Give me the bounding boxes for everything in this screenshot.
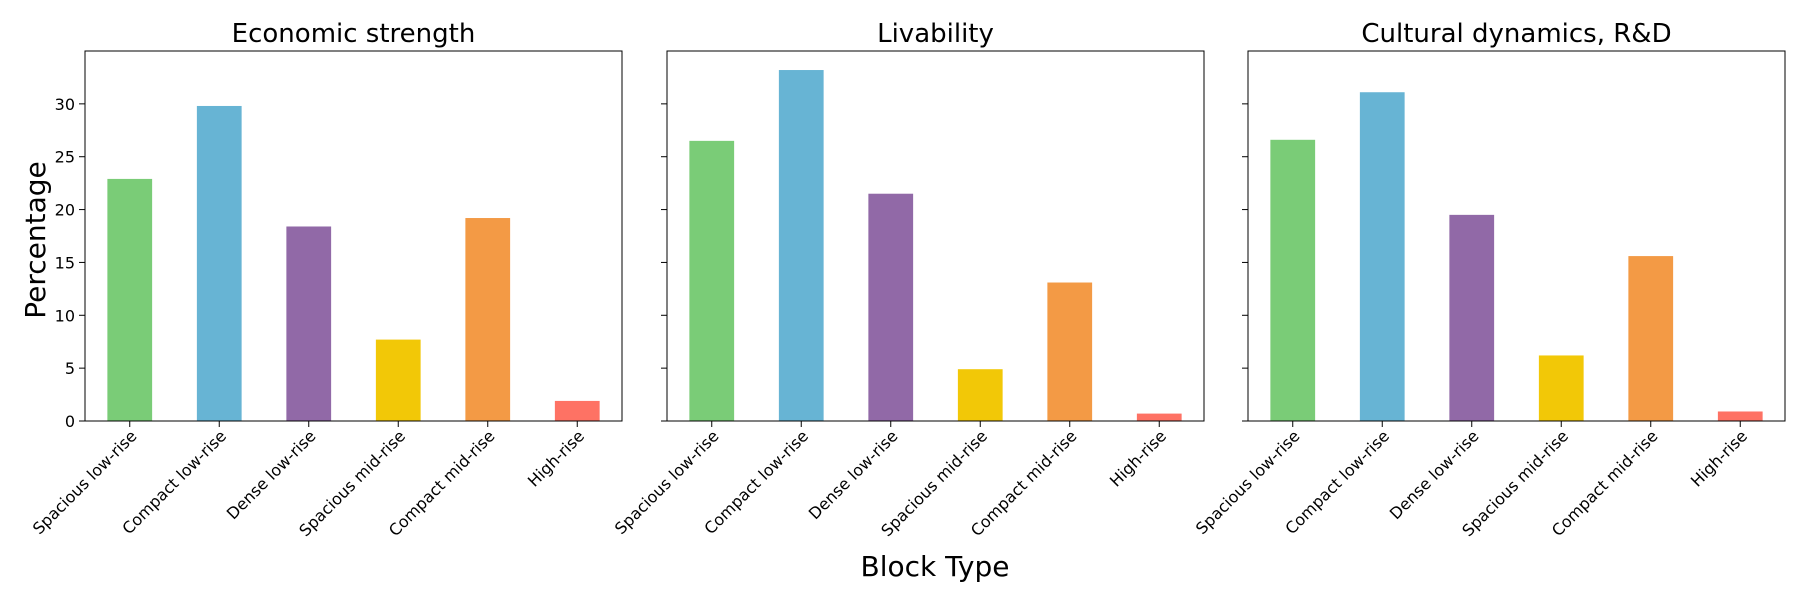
y-tick-label: 15 — [55, 253, 75, 272]
bar — [1359, 92, 1405, 421]
y-tick-label: 30 — [55, 95, 75, 114]
panel-title: Livability — [877, 19, 994, 49]
plot-frame — [84, 50, 623, 422]
bar — [1270, 139, 1316, 422]
bar — [554, 400, 600, 421]
bar — [1717, 411, 1763, 421]
y-tick-label: 25 — [55, 148, 75, 167]
x-tick-label: High-rise — [1687, 426, 1751, 490]
y-tick-label: 0 — [65, 412, 75, 431]
bar — [1047, 282, 1093, 421]
bar — [1628, 256, 1674, 421]
bar — [465, 218, 511, 421]
plot-frame — [666, 50, 1205, 422]
bar — [868, 193, 914, 421]
bar — [1136, 413, 1182, 421]
bar — [196, 105, 242, 421]
y-axis-title: Percentage — [19, 161, 52, 319]
bar — [689, 140, 735, 421]
y-tick-label: 20 — [55, 201, 75, 220]
plot-frame — [1247, 50, 1786, 422]
bar — [1449, 214, 1495, 421]
x-tick-label: Dense low-rise — [1386, 426, 1483, 523]
y-tick-label: 10 — [55, 306, 75, 325]
bar — [778, 70, 824, 422]
panel-title: Economic strength — [232, 19, 476, 49]
x-tick-label: Dense low-rise — [805, 426, 902, 523]
bar — [107, 178, 153, 421]
x-tick-label: High-rise — [524, 426, 588, 490]
bar — [375, 339, 421, 421]
x-tick-label: High-rise — [1106, 426, 1170, 490]
x-tick-label: Dense low-rise — [223, 426, 320, 523]
y-tick-label: 5 — [65, 359, 75, 378]
bar — [957, 369, 1003, 421]
bar — [286, 226, 332, 421]
x-axis-title: Block Type — [861, 550, 1010, 583]
panel-title: Cultural dynamics, R&D — [1361, 19, 1671, 49]
bar — [1538, 355, 1584, 421]
